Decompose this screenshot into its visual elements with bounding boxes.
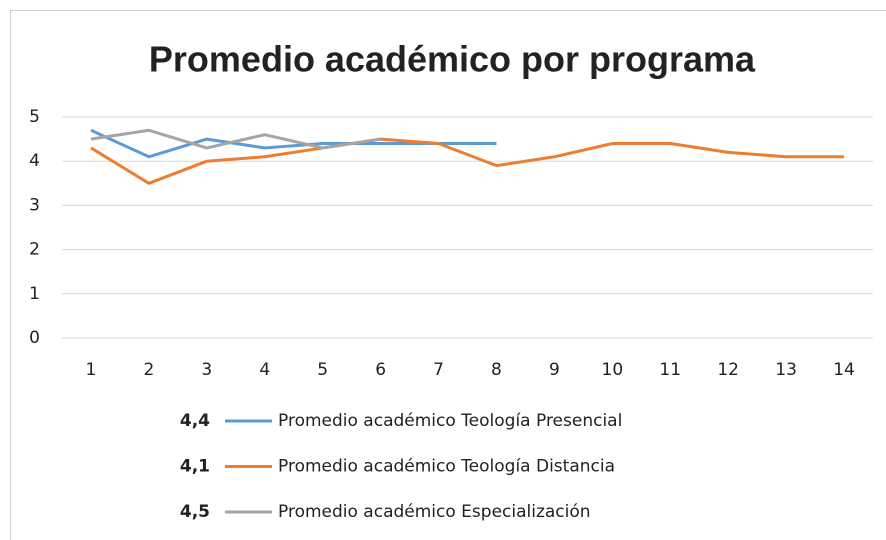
chart-title: Promedio académico por programa	[149, 39, 756, 80]
x-tick-label: 9	[549, 360, 560, 380]
x-tick-label: 7	[433, 360, 444, 380]
legend-label: Promedio académico Teología Distancia	[278, 457, 615, 477]
x-tick-label: 4	[259, 360, 270, 380]
y-tick-label: 2	[29, 240, 40, 260]
legend-summary: 4,4	[180, 411, 210, 431]
x-tick-label: 11	[659, 360, 681, 380]
x-tick-label: 1	[86, 360, 97, 380]
x-tick-label: 5	[317, 360, 328, 380]
y-tick-label: 5	[29, 107, 40, 127]
chart-frame	[10, 10, 886, 540]
y-tick-label: 1	[29, 284, 40, 304]
x-tick-label: 10	[602, 360, 624, 380]
y-tick-label: 3	[29, 195, 40, 215]
legend-summary: 4,5	[180, 502, 210, 522]
x-tick-label: 2	[143, 360, 154, 380]
y-tick-label: 4	[29, 151, 40, 171]
x-tick-label: 3	[201, 360, 212, 380]
x-tick-label: 12	[717, 360, 739, 380]
legend-summary: 4,1	[180, 457, 210, 477]
x-tick-label: 14	[833, 360, 855, 380]
x-tick-label: 6	[375, 360, 386, 380]
legend-label: Promedio académico Teología Presencial	[278, 411, 622, 431]
x-tick-label: 13	[775, 360, 797, 380]
series-line	[90, 137, 845, 185]
legend-label: Promedio académico Especialización	[278, 502, 591, 522]
series-line	[90, 128, 381, 150]
x-tick-label: 8	[491, 360, 502, 380]
y-tick-label: 0	[29, 328, 40, 348]
